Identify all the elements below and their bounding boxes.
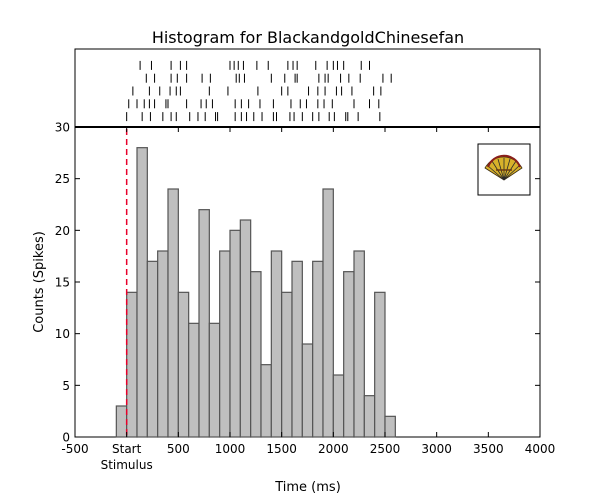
x-tick-label: 1500 bbox=[266, 442, 297, 456]
y-tick-label: 20 bbox=[55, 224, 70, 238]
histogram-bar bbox=[332, 374, 345, 438]
y-tick-label: 30 bbox=[55, 121, 70, 135]
chart-title: Histogram for BlackandgoldChinesefan bbox=[152, 28, 464, 47]
x-axis-ticks: -500 Start 500 1000 1500 2000 2500 3000 3500 4000… bbox=[61, 127, 555, 472]
histogram-bar bbox=[157, 250, 169, 438]
spike-raster bbox=[126, 60, 392, 122]
x-tick-label: Start bbox=[112, 442, 142, 456]
histogram-bar bbox=[301, 343, 314, 438]
y-axis-label: Counts (Spikes) bbox=[32, 231, 47, 333]
histogram-bars bbox=[115, 147, 396, 438]
y-axis-ticks: 0 5 10 15 20 25 30 bbox=[55, 121, 540, 445]
histogram-bar bbox=[167, 188, 179, 438]
histogram-bar bbox=[353, 250, 365, 438]
histogram-bar bbox=[260, 364, 272, 438]
histogram-bar bbox=[188, 322, 200, 438]
histogram-bar bbox=[281, 291, 293, 438]
y-tick-label: 25 bbox=[55, 172, 70, 186]
histogram-bar bbox=[136, 147, 148, 438]
stimulus-thumbnail bbox=[477, 143, 531, 196]
histogram-bar bbox=[177, 291, 190, 438]
y-tick-label: 15 bbox=[55, 276, 70, 290]
x-tick-label: 3000 bbox=[421, 442, 452, 456]
x-axis-label: Time (ms) bbox=[274, 480, 341, 495]
histogram-bar bbox=[146, 260, 159, 438]
x-tick-label: 500 bbox=[167, 442, 190, 456]
raster-panel bbox=[74, 48, 541, 128]
y-tick-label: 10 bbox=[55, 327, 70, 341]
x-tick-sublabel: Stimulus bbox=[101, 458, 153, 472]
histogram-bar bbox=[312, 260, 324, 438]
x-tick-label: 1000 bbox=[215, 442, 246, 456]
chinese-fan-icon bbox=[484, 154, 523, 181]
x-tick-label: 2000 bbox=[318, 442, 349, 456]
histogram-bar bbox=[208, 322, 221, 438]
x-tick-label: -500 bbox=[61, 442, 88, 456]
histogram-bar bbox=[270, 250, 283, 438]
histogram-bar bbox=[239, 219, 252, 438]
histogram-bar bbox=[250, 271, 262, 438]
histogram-bar bbox=[229, 229, 241, 438]
y-tick-label: 5 bbox=[62, 379, 70, 393]
x-tick-label: 3500 bbox=[473, 442, 504, 456]
histogram-bar bbox=[363, 395, 376, 438]
histogram-bar bbox=[198, 209, 210, 438]
y-tick-label: 0 bbox=[62, 431, 70, 445]
histogram-bar bbox=[343, 271, 355, 438]
histogram-bar bbox=[322, 188, 334, 438]
histogram-bar bbox=[115, 405, 128, 438]
histogram-bar bbox=[384, 415, 396, 438]
histogram-bar bbox=[219, 250, 231, 438]
histogram-bar bbox=[374, 291, 386, 438]
x-tick-label: 4000 bbox=[525, 442, 556, 456]
x-tick-label: 2500 bbox=[370, 442, 401, 456]
histogram-bar bbox=[126, 291, 138, 438]
histogram-bar bbox=[291, 260, 303, 438]
